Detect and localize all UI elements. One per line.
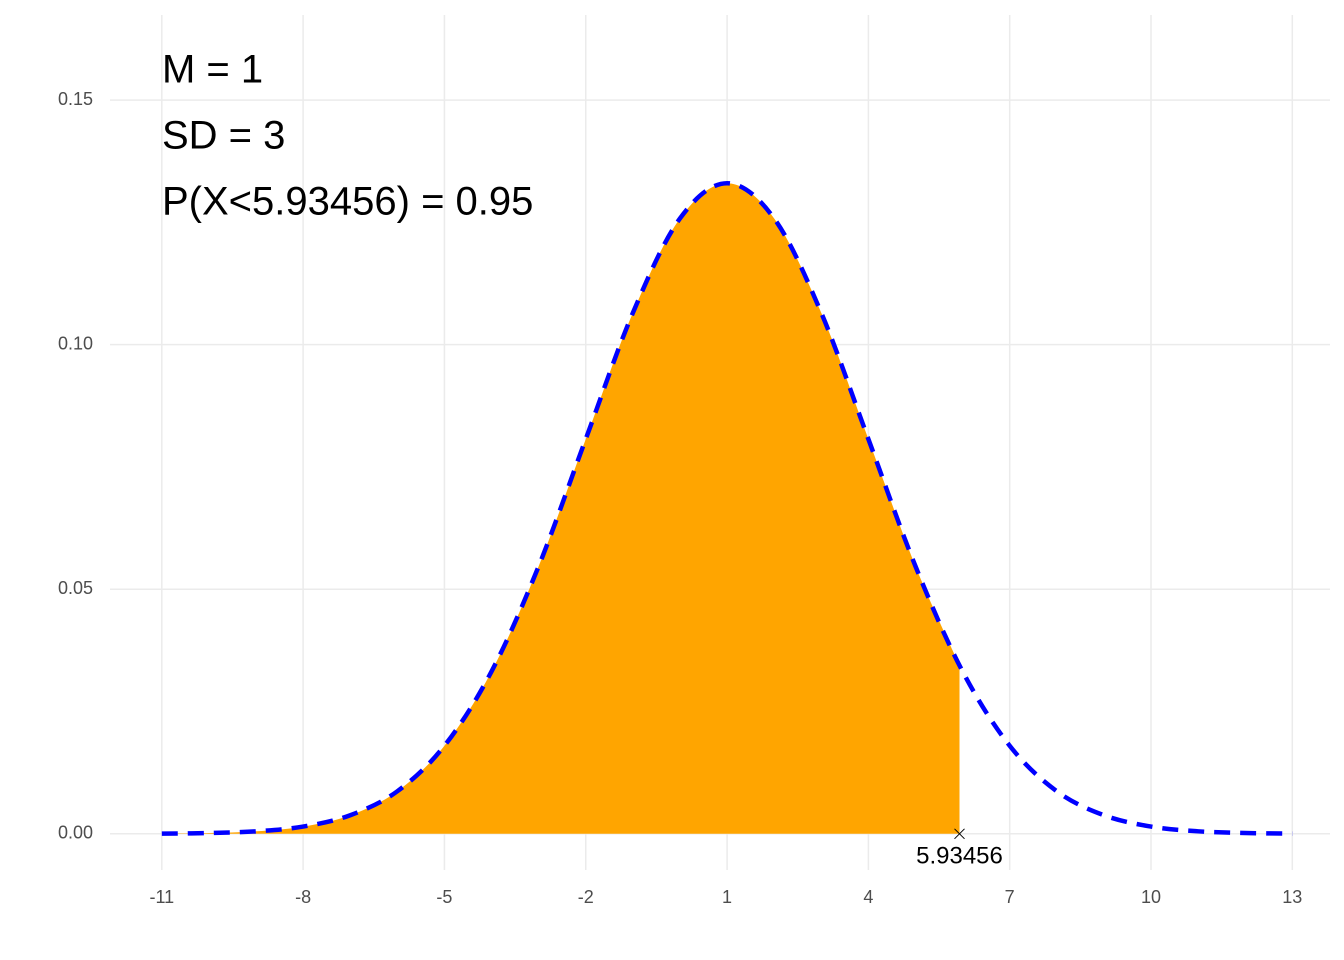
annotation: P(X<5.93456) = 0.95 xyxy=(162,180,533,224)
x-tick-label: 10 xyxy=(1141,887,1161,907)
y-tick-label: 0.05 xyxy=(58,578,93,598)
annotation: M = 1 xyxy=(162,48,263,92)
y-tick-label: 0.00 xyxy=(58,823,93,843)
x-tick-label: -11 xyxy=(149,887,174,907)
x-tick-label: -8 xyxy=(295,887,311,907)
density-curve xyxy=(161,181,1293,836)
x-tick-label: 13 xyxy=(1282,887,1302,907)
cutoff-label: 5.93456 xyxy=(916,842,1003,869)
y-tick-label: 0.10 xyxy=(58,333,93,353)
y-tick-label: 0.15 xyxy=(58,89,93,109)
cutoff-marker xyxy=(954,828,965,840)
x-tick-label: -2 xyxy=(578,887,594,907)
annotation: SD = 3 xyxy=(162,114,285,158)
x-tick-label: 7 xyxy=(1005,887,1015,907)
x-tick-label: 4 xyxy=(863,887,873,907)
x-tick-label: -5 xyxy=(436,887,452,907)
x-tick-label: 1 xyxy=(722,887,732,907)
